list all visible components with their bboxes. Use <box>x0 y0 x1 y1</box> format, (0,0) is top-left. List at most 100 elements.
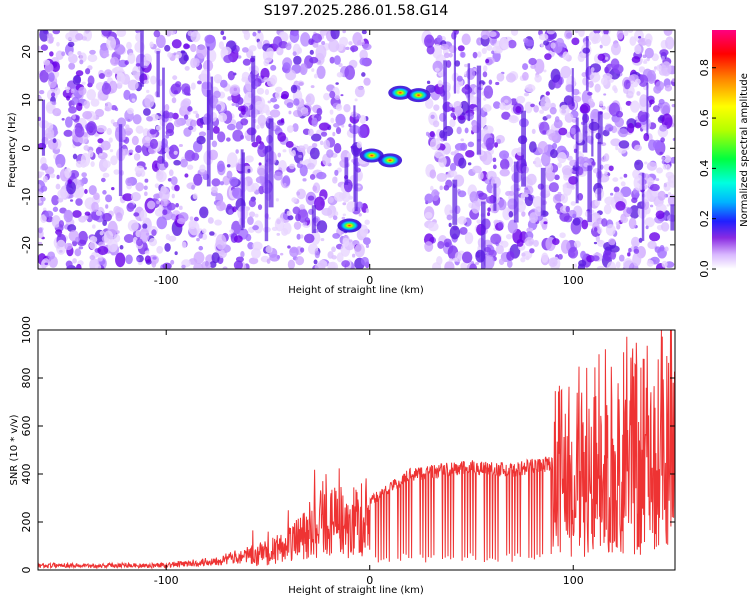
heatmap-blob <box>362 237 371 245</box>
heatmap-blob <box>140 209 148 221</box>
heatmap-blob <box>594 199 601 207</box>
heatmap-blob <box>52 108 62 117</box>
heatmap-blob <box>660 101 671 116</box>
heatmap-blob <box>313 73 318 79</box>
heatmap-blob <box>95 147 103 155</box>
heatmap-blob <box>90 161 95 167</box>
heatmap-blob <box>548 182 559 193</box>
heatmap-blob <box>532 239 539 247</box>
heatmap-blob <box>38 90 45 95</box>
bottom-y-tick-label: 0 <box>20 567 33 574</box>
heatmap-blob <box>76 102 83 112</box>
heatmap-blob <box>279 32 289 43</box>
heatmap-blob <box>475 195 479 198</box>
heatmap-blob <box>541 222 548 231</box>
heatmap-blob <box>448 222 452 228</box>
heatmap-blob <box>449 225 461 240</box>
heatmap-streak <box>575 117 579 204</box>
heatmap-frame <box>37 29 676 270</box>
heatmap-blob <box>252 225 259 231</box>
heatmap-blob <box>168 235 177 242</box>
heatmap-blob <box>557 253 563 260</box>
heatmap-blob <box>604 196 615 205</box>
heatmap-blob <box>321 40 326 46</box>
heatmap-blob <box>254 213 259 218</box>
heatmap-blob <box>546 30 556 35</box>
heatmap-blob <box>214 219 222 226</box>
heatmap-blob <box>465 149 475 158</box>
heatmap-blob <box>98 153 103 156</box>
heatmap-blob <box>602 249 612 262</box>
heatmap-blob <box>39 69 49 83</box>
heatmap-blob <box>550 42 556 49</box>
heatmap-streak <box>206 90 211 187</box>
heatmap-blob <box>663 182 671 192</box>
heatmap-blob <box>72 258 77 264</box>
heatmap-blob <box>329 109 334 115</box>
heatmap-blob <box>429 130 435 138</box>
heatmap-blob <box>309 174 316 180</box>
heatmap-blob <box>571 37 580 46</box>
heatmap-blob <box>661 260 668 268</box>
heatmap-blob <box>287 259 296 269</box>
heatmap-blob <box>348 239 353 243</box>
heatmap-blob <box>164 243 171 252</box>
heatmap-blob <box>318 122 330 131</box>
heatmap-blob <box>156 216 168 230</box>
heatmap-blob <box>573 263 578 268</box>
heatmap-blob <box>106 127 112 136</box>
heatmap-blob <box>94 264 102 269</box>
heatmap-blob <box>664 154 672 164</box>
heatmap-blob <box>308 128 314 137</box>
heatmap-blob <box>617 147 627 154</box>
heatmap-blob <box>613 186 620 193</box>
heatmap-blob <box>89 241 98 250</box>
heatmap-blob <box>40 214 47 223</box>
heatmap-blob <box>655 80 665 91</box>
heatmap-blob <box>57 197 64 203</box>
heatmap-blob <box>227 96 233 101</box>
heatmap-blob <box>332 215 338 221</box>
heatmap-blob <box>559 232 566 239</box>
heatmap-blob <box>331 246 336 253</box>
heatmap-blob <box>346 201 357 213</box>
heatmap-blob <box>155 170 167 183</box>
heatmap-blob <box>336 252 344 263</box>
heatmap-blob <box>266 258 271 264</box>
heatmap-blob <box>150 75 157 85</box>
heatmap-blob <box>485 137 495 150</box>
heatmap-blob <box>282 222 292 235</box>
heatmap-streak <box>641 172 645 241</box>
heatmap-blob <box>124 60 130 65</box>
heatmap-blob <box>655 178 660 182</box>
heatmap-blob <box>552 238 560 246</box>
heatmap-blob <box>546 114 552 119</box>
top-x-tick-label: 0 <box>366 274 373 287</box>
colorbar-tick-label: 0.0 <box>698 260 711 278</box>
heatmap-blob <box>204 34 216 44</box>
heatmap-blob <box>507 219 518 234</box>
heatmap-blob <box>144 250 150 255</box>
heatmap-blob <box>171 193 175 199</box>
heatmap-blob <box>228 209 233 215</box>
heatmap-blob <box>72 153 78 160</box>
heatmap-blob <box>287 245 291 249</box>
heatmap-blob <box>488 79 493 85</box>
heatmap-blob <box>285 43 292 51</box>
heatmap-blob <box>515 95 526 104</box>
heatmap-blob <box>247 168 251 173</box>
heatmap-blob <box>295 213 301 222</box>
heatmap-blob <box>544 102 552 108</box>
heatmap-blob <box>456 126 462 135</box>
heatmap-blob <box>570 127 577 135</box>
heatmap-blob <box>593 30 601 35</box>
heatmap-blob <box>307 163 311 167</box>
heatmap-blob <box>620 216 629 224</box>
heatmap-blob <box>505 73 516 83</box>
heatmap-blob <box>147 200 156 210</box>
heatmap-blob <box>591 161 596 166</box>
heatmap-blob <box>523 92 530 97</box>
heatmap-blob <box>342 30 346 34</box>
heatmap-blob <box>469 263 478 269</box>
heatmap-blob <box>667 192 672 196</box>
